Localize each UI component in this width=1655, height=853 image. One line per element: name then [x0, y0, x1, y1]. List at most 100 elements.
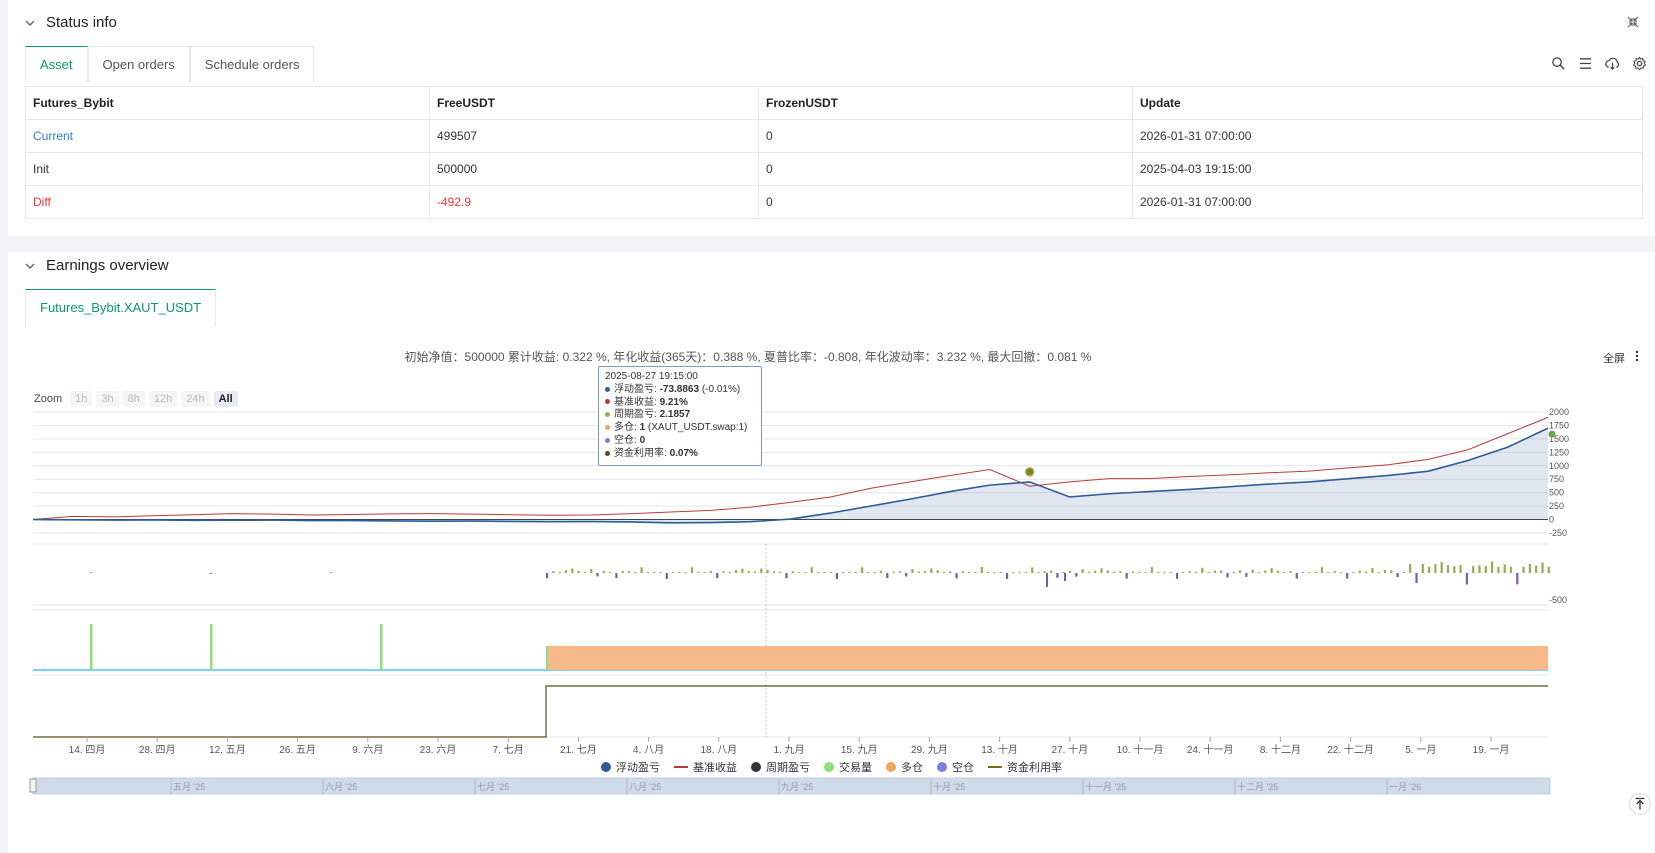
cloud-download-icon[interactable] [1605, 56, 1620, 71]
legend-item[interactable]: 多仓 [886, 759, 923, 775]
table-header-row: Futures_Bybit FreeUSDT FrozenUSDT Update [25, 86, 1643, 120]
volume-bar [1333, 571, 1336, 573]
y-tick-label: 0 [1549, 515, 1554, 525]
row-label-init: Init [25, 152, 430, 186]
legend-item[interactable]: 空仓 [937, 759, 974, 775]
earnings-chart[interactable]: 2000 1750 1500 1250 1000 750 500 250 0 -250 -500 1… [8, 252, 1655, 853]
volume-bar [1119, 571, 1122, 573]
fullscreen-button[interactable]: 全屏 [1603, 353, 1625, 365]
volume-bar [640, 567, 643, 573]
col-freeusdt: FreeUSDT [429, 86, 759, 120]
volume-bar [1131, 571, 1135, 573]
legend-item[interactable]: 基准收益 [674, 759, 737, 775]
legend-label: 空仓 [952, 762, 974, 774]
volume-bar [810, 567, 813, 573]
tooltip-value: 0 [639, 434, 646, 446]
trade-volume-spike [210, 624, 213, 670]
settings-icon[interactable] [1632, 56, 1647, 71]
volume-bar [546, 573, 549, 579]
volume-bar [747, 571, 750, 573]
chevron-down-icon[interactable] [24, 17, 36, 29]
volume-bar [577, 570, 580, 573]
legend-symbol-icon [674, 766, 688, 768]
x-tick-label: 19. 一月 [1473, 744, 1510, 756]
volume-bar [873, 571, 876, 573]
zoom-3h-button[interactable]: 3h [96, 391, 119, 407]
volume-bar [735, 569, 738, 573]
zoom-1h-button[interactable]: 1h [70, 391, 93, 407]
volume-bar [835, 573, 838, 579]
zoom-8h-button[interactable]: 8h [122, 391, 145, 407]
volume-bar [627, 571, 631, 573]
legend-item[interactable]: 浮动盈亏 [601, 759, 660, 775]
tooltip-value: 2.1857 [659, 409, 691, 421]
zoom-all-button[interactable]: All [213, 391, 238, 407]
tab-schedule-orders[interactable]: Schedule orders [189, 46, 315, 83]
volume-bar [1220, 570, 1223, 573]
tooltip-row: 周期盈亏: 2.1857 [605, 409, 755, 422]
tooltip-label: 基准收益: [614, 396, 660, 408]
volume-bar [1081, 569, 1084, 573]
tab-open-orders[interactable]: Open orders [87, 46, 190, 83]
legend-item[interactable]: 周期盈亏 [751, 759, 810, 775]
volume-bar [1046, 573, 1048, 587]
volume-bar [823, 572, 826, 573]
earnings-tabs: Futures_Bybit.XAUT_USDT [25, 289, 217, 326]
pnl-area [33, 428, 1548, 523]
legend-item[interactable]: 交易量 [824, 759, 872, 775]
collapse-icon[interactable] [1627, 16, 1639, 28]
cell: 499507 [429, 119, 759, 153]
volume-bar [1377, 572, 1380, 573]
volume-bar [1434, 564, 1437, 573]
zoom-12h-button[interactable]: 12h [148, 391, 178, 407]
volume-bar [1346, 573, 1349, 579]
row-label-current[interactable]: Current [25, 119, 430, 153]
volume-bar [564, 570, 568, 573]
legend-item[interactable]: 资金利用率 [988, 759, 1062, 775]
table-row: Current 499507 0 2026-01-31 07:00:00 [25, 119, 1643, 153]
volume-bar [552, 571, 555, 573]
y-tick-label: 750 [1549, 474, 1564, 484]
back-to-top-icon[interactable] [1629, 793, 1651, 815]
status-header[interactable]: Status info [24, 14, 117, 31]
menu-icon[interactable] [1635, 350, 1639, 362]
tab-asset[interactable]: Asset [25, 46, 88, 83]
earnings-header[interactable]: Earnings overview [24, 257, 169, 274]
search-icon[interactable] [1551, 56, 1566, 71]
list-icon[interactable] [1578, 56, 1593, 71]
trade-volume-spike [90, 624, 93, 670]
volume-bar [1024, 571, 1027, 573]
volume-bar [1415, 573, 1418, 584]
cell: -492.9 [429, 185, 759, 219]
volume-bar [924, 571, 927, 573]
volume-bar [1541, 562, 1544, 573]
tab-futures-bybit-xaut-usdt[interactable]: Futures_Bybit.XAUT_USDT [25, 289, 217, 326]
x-tick-label: 27. 十月 [1051, 743, 1088, 756]
volume-bar [1188, 571, 1191, 573]
y-tick-label: 500 [1549, 488, 1564, 498]
volume-bar [1516, 573, 1519, 585]
volume-bar [1396, 573, 1399, 578]
tooltip-value: 0.07% [669, 447, 698, 459]
cell: 2026-01-31 07:00:00 [1132, 119, 1643, 153]
volume-bar [621, 570, 624, 573]
series-dot-icon [605, 412, 610, 418]
zoom-24h-button[interactable]: 24h [181, 391, 210, 407]
chevron-down-icon[interactable] [24, 260, 36, 272]
volume-bar [1257, 572, 1261, 573]
volume-bar [892, 571, 895, 573]
volume-bar [1302, 571, 1305, 573]
hover-marker [1024, 467, 1035, 477]
volume-bar [1068, 570, 1072, 573]
volume-bar [665, 573, 668, 579]
volume-bar [1075, 573, 1078, 577]
volume-bar [1491, 561, 1494, 573]
volume-bar [1509, 566, 1513, 573]
table-row: Init 500000 0 2025-04-03 19:15:00 [25, 152, 1643, 186]
x-tick-label: 18. 八月 [700, 744, 737, 756]
volume-bar [672, 572, 675, 573]
volume-bar [760, 568, 763, 573]
legend-symbol-icon [988, 766, 1002, 768]
volume-bar [1409, 563, 1412, 573]
volume-bar [1176, 573, 1179, 579]
